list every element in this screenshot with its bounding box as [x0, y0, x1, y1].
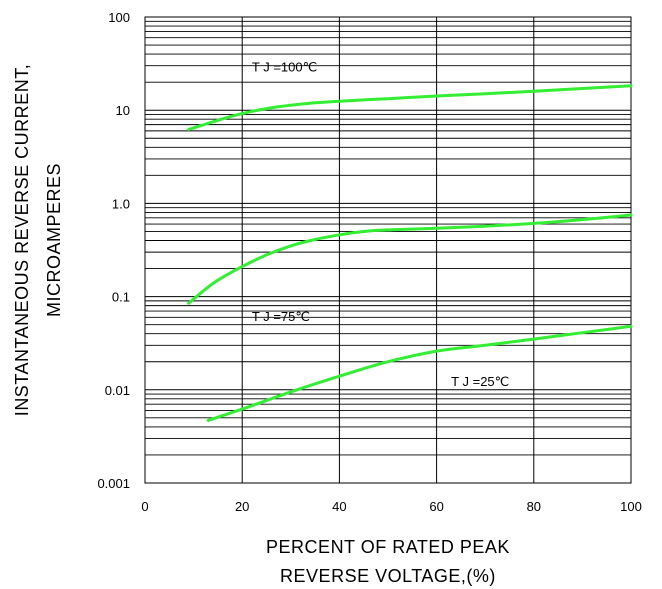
plot-frame — [144, 16, 632, 484]
x-tick-label: 40 — [332, 499, 346, 514]
x-tick-labels: 0 20 40 60 80 100 — [141, 499, 641, 514]
series-label-1: T J =100℃ — [252, 60, 317, 75]
series-line-1 — [187, 84, 633, 131]
x-tick-label: 20 — [235, 499, 249, 514]
x-tick-label: 100 — [620, 499, 642, 514]
series — [187, 84, 633, 422]
series-label-2: T J =75℃ — [252, 309, 310, 324]
x-axis-title-line-2: REVERSE VOLTAGE,(%) — [280, 566, 496, 586]
x-axis-title-line-1: PERCENT OF RATED PEAK — [266, 537, 510, 557]
grid — [144, 17, 632, 484]
x-tick-label: 80 — [527, 499, 541, 514]
y-tick-labels: 100 10 1.0 0.1 0.01 0.001 — [97, 10, 130, 491]
x-tick-label: 0 — [141, 499, 148, 514]
y-axis-title-line-1: INSTANTANEOUS REVERSE CURRENT, — [12, 64, 32, 416]
x-tick-label: 60 — [429, 499, 443, 514]
y-tick-label: 100 — [108, 10, 130, 25]
y-tick-label: 0.001 — [97, 476, 130, 491]
series-labels: T J =100℃ T J =75℃ T J =25℃ — [252, 60, 509, 389]
y-tick-label: 0.01 — [105, 383, 130, 398]
series-label-3: T J =25℃ — [451, 374, 509, 389]
series-line-2 — [187, 213, 633, 305]
y-axis-title-line-2: MICROAMPERES — [44, 163, 64, 317]
y-tick-label: 0.1 — [112, 290, 130, 305]
y-tick-label: 1.0 — [112, 196, 130, 211]
series-line-3 — [206, 324, 633, 422]
y-tick-label: 10 — [116, 103, 130, 118]
